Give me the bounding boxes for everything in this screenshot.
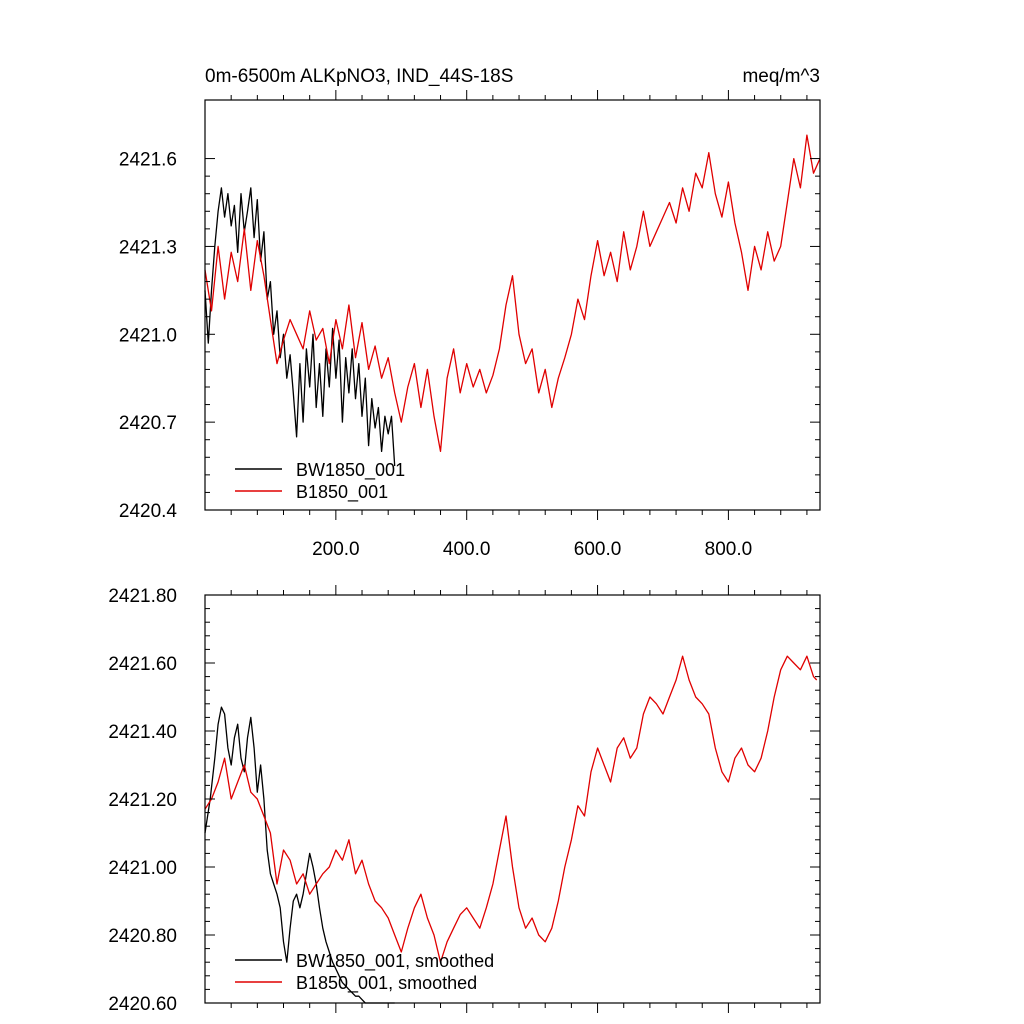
y-tick-label: 2421.20 (108, 790, 177, 811)
chart-title: 0m-6500m ALKpNO3, IND_44S-18S (205, 66, 513, 87)
x-tick-label: 800.0 (705, 539, 753, 560)
y-tick-label: 2420.4 (119, 501, 178, 522)
series-line-0 (204, 187, 396, 467)
series-group (204, 655, 818, 1004)
plot-frame (204, 594, 821, 1004)
series-group (204, 134, 821, 467)
y-tick-label: 2421.0 (119, 325, 177, 346)
legend-label-b1850: B1850_001 (296, 482, 388, 503)
y-tick-label: 2421.40 (108, 722, 177, 743)
x-tick-label: 600.0 (574, 539, 622, 560)
legend-label-bw1850: BW1850_001 (296, 460, 405, 481)
legend-label-b1850-smoothed: B1850_001, smoothed (296, 973, 477, 994)
top-panel: 0m-6500m ALKpNO3, IND_44S-18S meq/m^3 24… (119, 66, 821, 560)
legend-label-bw1850-smoothed: BW1850_001, smoothed (296, 951, 494, 972)
y-tick-label: 2420.80 (108, 926, 177, 947)
series-line-1 (204, 134, 821, 453)
axis-ticks: 2420.60 2420.80 2421.00 2421.20 2421.40 2421.… (108, 585, 820, 1015)
x-tick-label: 400.0 (443, 539, 491, 560)
y-tick-label: 2421.3 (119, 237, 177, 258)
axis-ticks: 2420.4 2420.7 2421.0 2421.3 2421.6 200.0 400.0… (119, 90, 820, 560)
y-tick-label: 2420.60 (108, 994, 177, 1015)
series-line-1 (204, 655, 818, 963)
series-line-0 (204, 706, 395, 1004)
plot-frame (204, 99, 821, 511)
y-tick-label: 2421.6 (119, 150, 177, 171)
y-tick-label: 2421.80 (108, 586, 177, 607)
bottom-panel: 2420.60 2420.80 2421.00 2421.20 2421.40 2421.… (108, 585, 821, 1015)
y-tick-label: 2420.7 (119, 413, 177, 434)
legend: BW1850_001, smoothed B1850_001, smoothed (235, 951, 494, 994)
units-label: meq/m^3 (742, 66, 820, 87)
y-tick-label: 2421.00 (108, 858, 177, 879)
y-tick-label: 2421.60 (108, 654, 177, 675)
x-tick-label: 200.0 (312, 539, 360, 560)
legend: BW1850_001 B1850_001 (235, 460, 405, 503)
